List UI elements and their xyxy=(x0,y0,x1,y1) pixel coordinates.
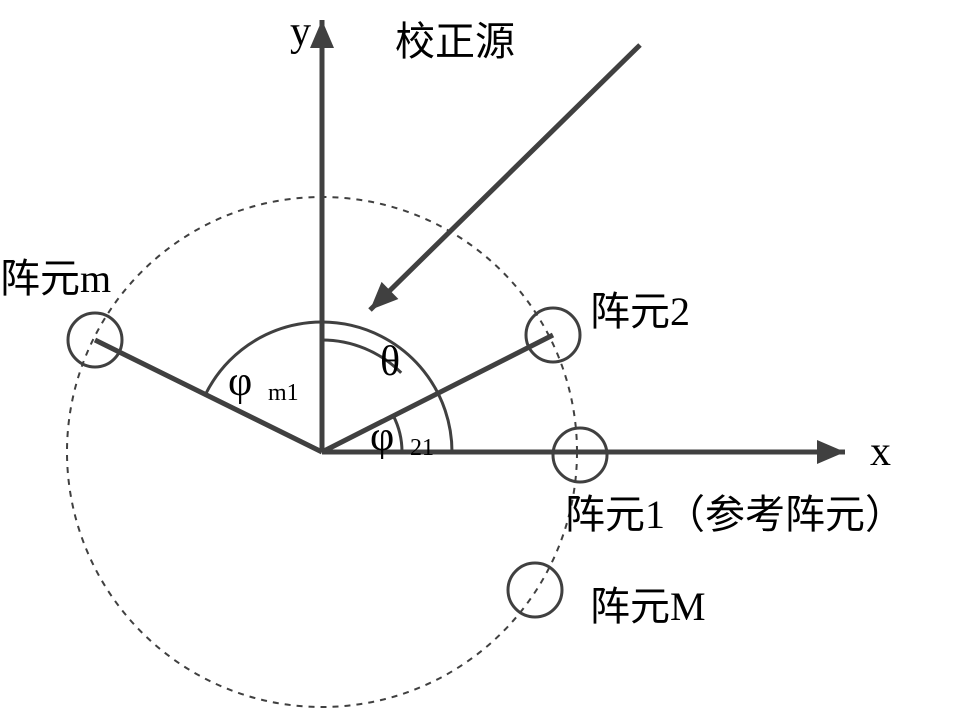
phim1-label: φ xyxy=(228,359,252,405)
element-m-label: 阵元m xyxy=(0,256,111,301)
calibration-source-label: 校正源 xyxy=(395,19,515,64)
x-axis-label: x xyxy=(870,429,891,475)
y-axis-label: y xyxy=(290,9,311,55)
phi21-label: φ xyxy=(370,414,394,460)
phim1-sub: m1 xyxy=(268,380,299,406)
phi21-sub: 21 xyxy=(410,435,434,461)
element-2-label: 阵元2 xyxy=(590,289,690,334)
element-M-label: 阵元M xyxy=(590,584,706,629)
element-1-label: 阵元1（参考阵元） xyxy=(565,492,905,537)
theta-label: θ xyxy=(380,339,400,385)
diagram-canvas: 阵元1（参考阵元）阵元2阵元m阵元Mxy校正源θφ21φm1 xyxy=(0,0,968,728)
